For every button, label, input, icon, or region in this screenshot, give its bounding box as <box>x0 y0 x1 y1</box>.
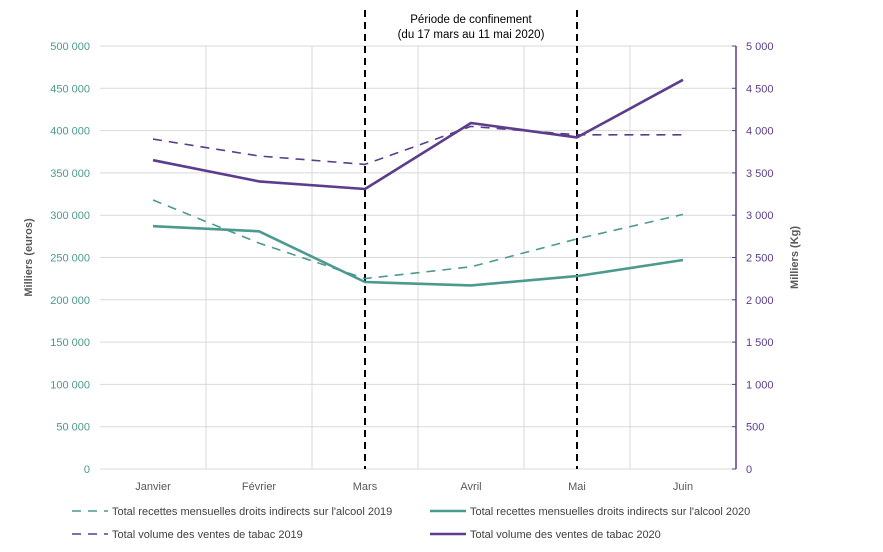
left-axis-title: Milliers (euros) <box>23 218 35 297</box>
left-tick-label: 250 000 <box>50 253 90 265</box>
confinement-annotation: Période de confinement (du 17 mars au 11… <box>364 10 578 469</box>
x-tick-label: Février <box>242 481 277 493</box>
right-tick-label: 5 000 <box>746 41 774 53</box>
annotation-line-2: (du 17 mars au 11 mai 2020) <box>398 29 545 41</box>
legend-label-tabac-2020: Total volume des ventes de tabac 2020 <box>470 529 661 541</box>
left-tick-label: 150 000 <box>50 337 90 349</box>
right-axis-title: Milliers (Kg) <box>789 226 801 289</box>
right-tick-label: 4 500 <box>746 83 774 95</box>
left-tick-label: 500 000 <box>50 41 90 53</box>
left-tick-label: 100 000 <box>50 379 90 391</box>
right-tick-label: 3 000 <box>746 210 774 222</box>
x-axis: Janvier Février Mars Avril Mai Juin <box>135 481 693 493</box>
left-tick-label: 0 <box>84 464 90 476</box>
legend: Total recettes mensuelles droits indirec… <box>72 506 750 541</box>
x-tick-label: Janvier <box>135 481 171 493</box>
series-line-tabac-2019 <box>152 125 683 166</box>
series-line-alcool-2019 <box>152 199 684 280</box>
left-tick-label: 400 000 <box>50 126 90 138</box>
series-line-tabac-2020 <box>152 78 684 191</box>
right-tick-label: 1 500 <box>746 337 774 349</box>
right-tick-label: 2 000 <box>746 295 774 307</box>
gridlines <box>100 45 736 470</box>
series-lines <box>152 78 684 287</box>
annotation-line-1: Période de confinement <box>410 14 532 26</box>
left-tick-label: 50 000 <box>56 422 90 434</box>
x-tick-label: Juin <box>673 481 693 493</box>
x-tick-label: Mars <box>353 481 378 493</box>
legend-label-tabac-2019: Total volume des ventes de tabac 2019 <box>112 529 303 541</box>
right-tick-label: 1 000 <box>746 379 774 391</box>
right-tick-label: 2 500 <box>746 253 774 265</box>
right-axis: Milliers (Kg) 0 500 1 000 1 500 2 000 2 500 3 … <box>732 41 801 476</box>
legend-label-alcool-2020: Total recettes mensuelles droits indirec… <box>470 506 750 518</box>
right-tick-label: 3 500 <box>746 168 774 180</box>
right-tick-label: 500 <box>746 422 764 434</box>
left-tick-label: 300 000 <box>50 210 90 222</box>
x-tick-label: Mai <box>568 481 586 493</box>
left-tick-label: 200 000 <box>50 295 90 307</box>
right-tick-label: 0 <box>746 464 752 476</box>
left-tick-label: 350 000 <box>50 168 90 180</box>
left-tick-label: 450 000 <box>50 83 90 95</box>
x-tick-label: Avril <box>460 481 481 493</box>
right-tick-label: 4 000 <box>746 126 774 138</box>
left-axis: Milliers (euros) 0 50 000 100 000 150 000 20… <box>23 41 90 476</box>
legend-label-alcool-2019: Total recettes mensuelles droits indirec… <box>112 506 392 518</box>
series-line-alcool-2020 <box>152 224 684 287</box>
